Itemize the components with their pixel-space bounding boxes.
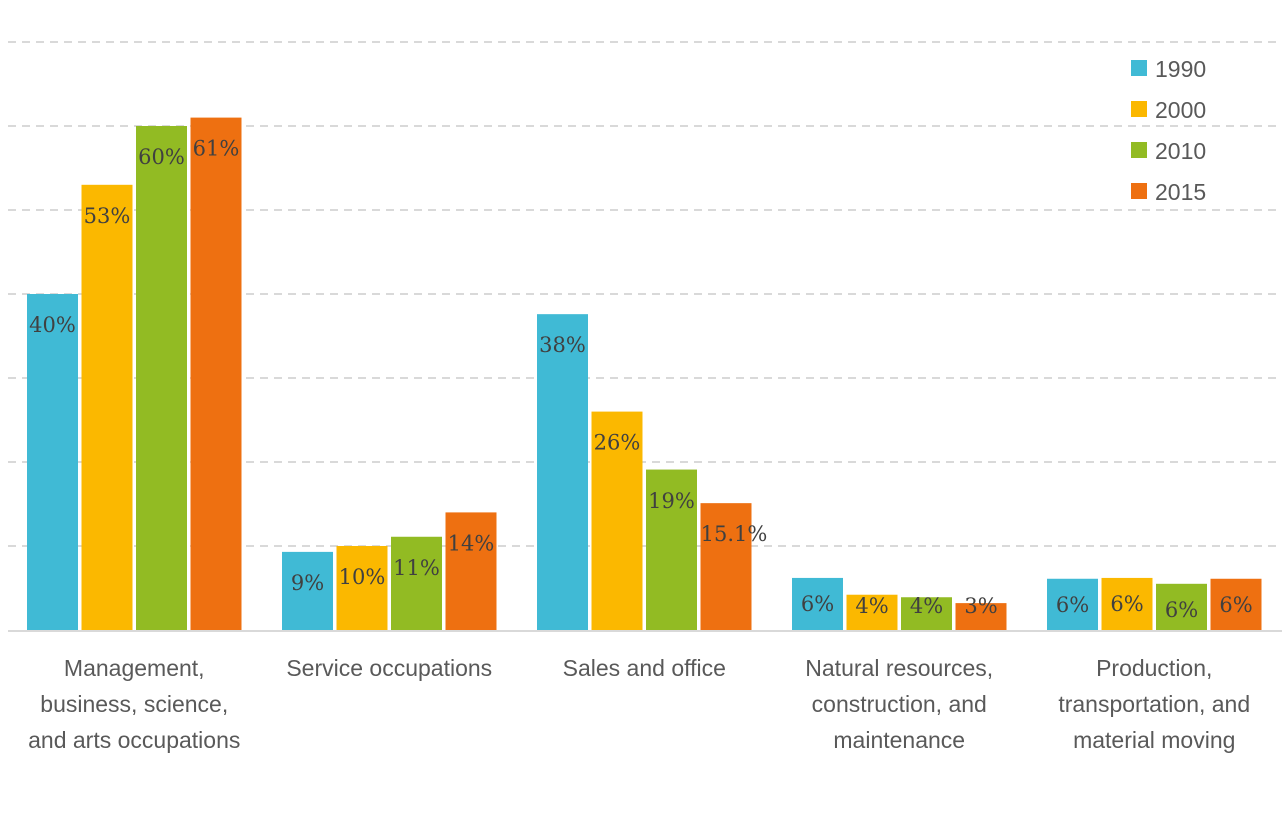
data-label-2000-cat3: 4%: [855, 594, 888, 618]
data-label-2010-cat2: 19%: [648, 489, 695, 513]
bar-2010-cat0: [136, 126, 187, 630]
legend-label: 2015: [1155, 179, 1206, 205]
bar-2010-cat4: [1156, 583, 1207, 630]
data-label-1990-cat3: 6%: [801, 592, 834, 616]
category-label-line: construction, and: [812, 691, 987, 717]
bar-2015-cat4: [1210, 578, 1262, 630]
bar-1990-cat2: [537, 314, 588, 630]
bar-2010-cat3: [901, 597, 952, 630]
category-label-line: Production,: [1096, 655, 1212, 681]
legend: 1990 2000 2010 2015: [1131, 56, 1206, 205]
legend-swatch-icon: [1131, 142, 1147, 158]
category-label-line: Service occupations: [286, 655, 492, 681]
bar-2015-cat3: [955, 603, 1007, 630]
data-label-2015-cat1: 14%: [448, 531, 495, 555]
bar-1990-cat1: [282, 551, 333, 630]
category-labels: Management, business, science, and arts oc…: [28, 655, 1250, 753]
bar-1990-cat4: [1047, 578, 1098, 630]
legend-swatch-icon: [1131, 183, 1147, 199]
category-label-line: maintenance: [833, 727, 965, 753]
data-label-2010-cat4: 6%: [1165, 598, 1198, 622]
legend-label: 2000: [1155, 97, 1206, 123]
bar-2010-cat1: [391, 536, 442, 630]
bar-2010-cat2: [646, 469, 697, 630]
data-label-2015-cat0: 61%: [193, 137, 240, 161]
data-label-1990-cat2: 38%: [539, 333, 586, 357]
bar-2000-cat1: [336, 546, 388, 630]
bar-1990-cat0: [27, 294, 78, 630]
category-label-2: Sales and office: [563, 655, 726, 681]
category-label-line: Natural resources,: [805, 655, 993, 681]
data-label-2000-cat2: 26%: [594, 431, 641, 455]
legend-label: 2010: [1155, 138, 1206, 164]
category-label-line: Sales and office: [563, 655, 726, 681]
data-label-1990-cat4: 6%: [1056, 593, 1089, 617]
data-label-1990-cat1: 9%: [291, 571, 324, 595]
bar-1990-cat3: [792, 577, 843, 630]
category-label-line: Management,: [64, 655, 205, 681]
legend-item-1990: 1990: [1131, 56, 1206, 82]
data-label-2010-cat1: 11%: [393, 556, 440, 580]
data-label-1990-cat0: 40%: [29, 313, 76, 337]
data-label-2015-cat4: 6%: [1219, 593, 1252, 617]
data-label-2000-cat0: 53%: [84, 204, 131, 228]
category-label-4: Production, transportation, and material m…: [1058, 655, 1250, 753]
data-label-2010-cat0: 60%: [138, 145, 185, 169]
category-label-line: and arts occupations: [28, 727, 240, 753]
bar-2000-cat3: [846, 594, 898, 630]
legend-swatch-icon: [1131, 60, 1147, 76]
category-label-1: Service occupations: [286, 655, 492, 681]
data-label-2010-cat3: 4%: [910, 594, 943, 618]
category-label-line: transportation, and: [1058, 691, 1250, 717]
bars: [27, 117, 1262, 631]
legend-item-2010: 2010: [1131, 138, 1206, 164]
bar-2015-cat2: [700, 503, 752, 630]
bar-2000-cat0: [81, 184, 133, 631]
legend-item-2000: 2000: [1131, 97, 1206, 123]
category-label-0: Management, business, science, and arts oc…: [28, 655, 240, 753]
legend-swatch-icon: [1131, 101, 1147, 117]
data-labels: 40% 53% 60% 61% 9% 10% 11% 14% 38% 26% 19%15.1% 6% 4…: [29, 137, 1253, 622]
category-label-3: Natural resources, construction, and maint…: [805, 655, 993, 753]
data-label-2000-cat4: 6%: [1110, 592, 1143, 616]
data-label-2000-cat1: 10%: [339, 565, 386, 589]
data-label-2015-cat3: 3%: [964, 594, 997, 618]
bar-2015-cat0: [190, 117, 242, 631]
bar-2015-cat1: [445, 512, 497, 630]
data-label-2015-cat2: 15.1%: [701, 522, 768, 546]
bar-2000-cat4: [1101, 577, 1153, 630]
category-label-line: business, science,: [40, 691, 228, 717]
legend-item-2015: 2015: [1131, 179, 1206, 205]
category-label-line: material moving: [1073, 727, 1235, 753]
bar-2000-cat2: [591, 411, 643, 630]
legend-label: 1990: [1155, 56, 1206, 82]
